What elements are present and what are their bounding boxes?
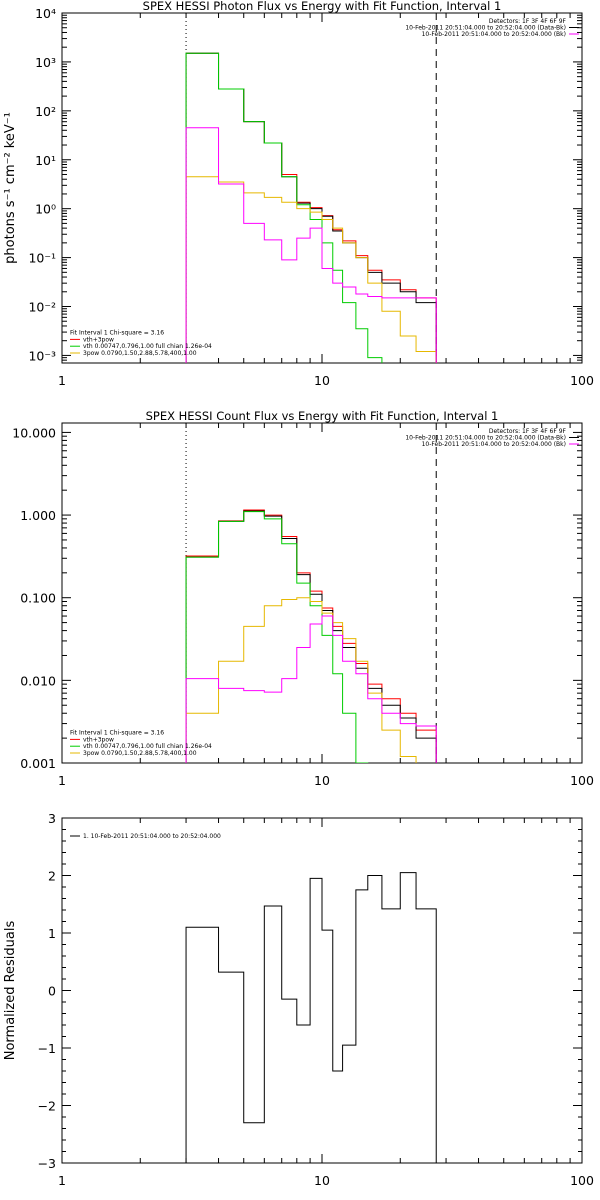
legend-entry: Detectors: 1F 3F 4F 6F 9F bbox=[489, 18, 567, 25]
legend-entry: vth+3pow bbox=[83, 736, 114, 743]
y-tick-label: 10⁻¹ bbox=[28, 251, 56, 266]
y-tick-label: 10³ bbox=[35, 55, 56, 70]
y-axis-label: photons s⁻¹ cm⁻² keV⁻¹ bbox=[3, 112, 18, 264]
y-tick-label: −3 bbox=[38, 1156, 56, 1171]
y-tick-label: 10.000 bbox=[12, 425, 56, 440]
x-tick-label: 1 bbox=[58, 773, 66, 788]
legend-entry: vth+3pow bbox=[83, 336, 114, 343]
chart-panel-2: SPEX HESSI Count Flux vs Energy with Fit… bbox=[12, 409, 594, 788]
x-tick-label: 10 bbox=[314, 373, 330, 388]
legend-entry: 3pow 0.0790,1.50,2.88,5.78,400,1.00 bbox=[83, 750, 197, 757]
y-axis-label: Normalized Residuals bbox=[3, 921, 18, 1061]
series-line-1 bbox=[185, 872, 437, 1163]
chart-panel-3: 1 10 100 −3 −2 −1 0 1 2 3 Normalized Residuals 1. 1… bbox=[3, 811, 594, 1188]
x-tick-label: 1 bbox=[58, 373, 66, 388]
x-tick-label: 100 bbox=[570, 773, 594, 788]
legend-entry: vth 0.00747,0.796,1.00 full chian 1.26e-… bbox=[83, 743, 212, 750]
y-tick-label: 0 bbox=[48, 984, 56, 999]
chart-panel-1: SPEX HESSI Photon Flux vs Energy with Fi… bbox=[3, 0, 594, 388]
series-group bbox=[185, 872, 437, 1163]
series-line-3 bbox=[185, 52, 383, 363]
legend-entry: 3pow 0.0790,1.50,2.88,5.78,400,1.00 bbox=[83, 350, 197, 357]
series-group bbox=[185, 509, 437, 763]
y-tick-label: −2 bbox=[38, 1099, 56, 1114]
y-tick-label: 0.001 bbox=[20, 756, 56, 771]
series-line-1 bbox=[185, 52, 437, 363]
y-tick-label: 0.010 bbox=[20, 673, 56, 688]
legend-entry: 10-Feb-2011 20:51:04.000 to 20:52:04.000… bbox=[405, 435, 566, 442]
series-line-3 bbox=[185, 511, 369, 763]
series-line-4 bbox=[185, 176, 437, 363]
y-tick-label: 10¹ bbox=[35, 153, 56, 168]
series-line-2 bbox=[185, 510, 437, 763]
x-tick-label: 10 bbox=[314, 773, 330, 788]
y-tick-label: −1 bbox=[38, 1041, 56, 1056]
series-line-2 bbox=[185, 52, 437, 363]
x-tick-label: 1 bbox=[58, 1173, 66, 1188]
series-line-4 bbox=[185, 597, 417, 763]
legend-entry: 10-Feb-2011 20:51:04.000 to 20:52:04.000… bbox=[422, 31, 566, 38]
y-tick-label: 0.100 bbox=[20, 591, 56, 606]
y-tick-label: 1 bbox=[48, 926, 56, 941]
y-tick-label: 10⁰ bbox=[35, 202, 56, 217]
legend-entry: 10-Feb-2011 20:51:04.000 to 20:52:04.000… bbox=[422, 441, 566, 448]
y-tick-label: 10⁴ bbox=[35, 6, 56, 21]
x-tick-label: 10 bbox=[314, 1173, 330, 1188]
chart-title: SPEX HESSI Photon Flux vs Energy with Fi… bbox=[143, 0, 502, 13]
y-tick-label: 1.000 bbox=[20, 508, 56, 523]
legend-entry: 1. 10-Feb-2011 20:51:04.000 to 20:52:04.… bbox=[83, 833, 221, 840]
legend-entry: Fit Interval 1 Chi-square = 3.16 bbox=[70, 730, 164, 737]
series-line-5 bbox=[185, 127, 437, 363]
y-tick-label: 10⁻² bbox=[28, 300, 56, 315]
plot-frame bbox=[61, 817, 583, 1164]
y-tick-label: 2 bbox=[48, 869, 56, 884]
plot-frame bbox=[61, 12, 583, 364]
legend-entry: 10-Feb-2011 20:51:04.000 to 20:52:04.000… bbox=[405, 25, 566, 32]
chart-title: SPEX HESSI Count Flux vs Energy with Fit… bbox=[146, 409, 499, 423]
x-tick-label: 100 bbox=[570, 1173, 594, 1188]
series-line-5 bbox=[185, 615, 437, 763]
legend-entry: vth 0.00747,0.796,1.00 full chian 1.26e-… bbox=[83, 343, 212, 350]
legend-entry: Fit Interval 1 Chi-square = 3.16 bbox=[70, 330, 164, 337]
x-tick-label: 100 bbox=[570, 373, 594, 388]
series-group bbox=[185, 52, 437, 363]
legend-entry: Detectors: 1F 3F 4F 6F 9F bbox=[489, 428, 567, 435]
y-tick-label: 10² bbox=[35, 104, 56, 119]
y-tick-label: 10⁻³ bbox=[28, 348, 56, 363]
y-tick-label: 3 bbox=[48, 811, 56, 826]
series-line-1 bbox=[185, 509, 437, 763]
